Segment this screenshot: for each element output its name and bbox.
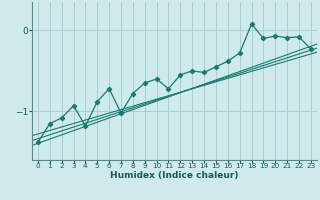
X-axis label: Humidex (Indice chaleur): Humidex (Indice chaleur) (110, 171, 239, 180)
